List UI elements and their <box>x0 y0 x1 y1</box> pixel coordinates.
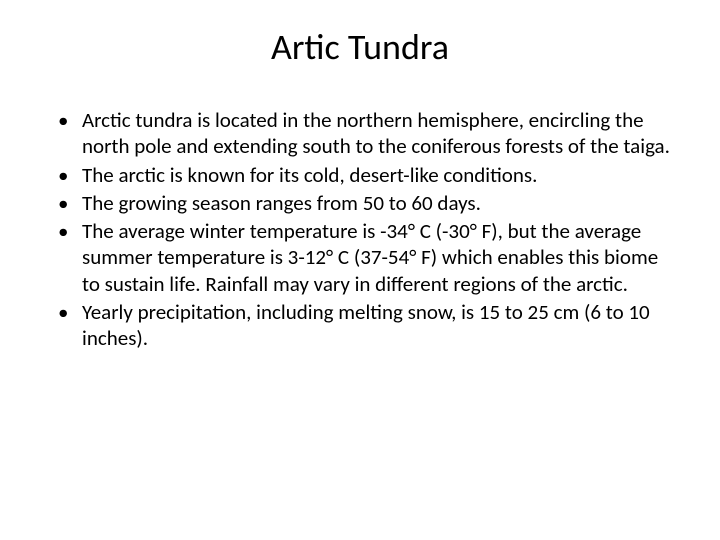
bullet-item: The average winter temperature is -34° C… <box>50 218 670 297</box>
bullet-item: The growing season ranges from 50 to 60 … <box>50 190 670 216</box>
bullet-item: Yearly precipitation, including melting … <box>50 299 670 352</box>
bullet-item: The arctic is known for its cold, desert… <box>50 162 670 188</box>
bullet-list: Arctic tundra is located in the northern… <box>50 107 670 351</box>
bullet-item: Arctic tundra is located in the northern… <box>50 107 670 160</box>
slide-container: Artic Tundra Arctic tundra is located in… <box>0 0 720 540</box>
slide-title: Artic Tundra <box>50 25 670 69</box>
